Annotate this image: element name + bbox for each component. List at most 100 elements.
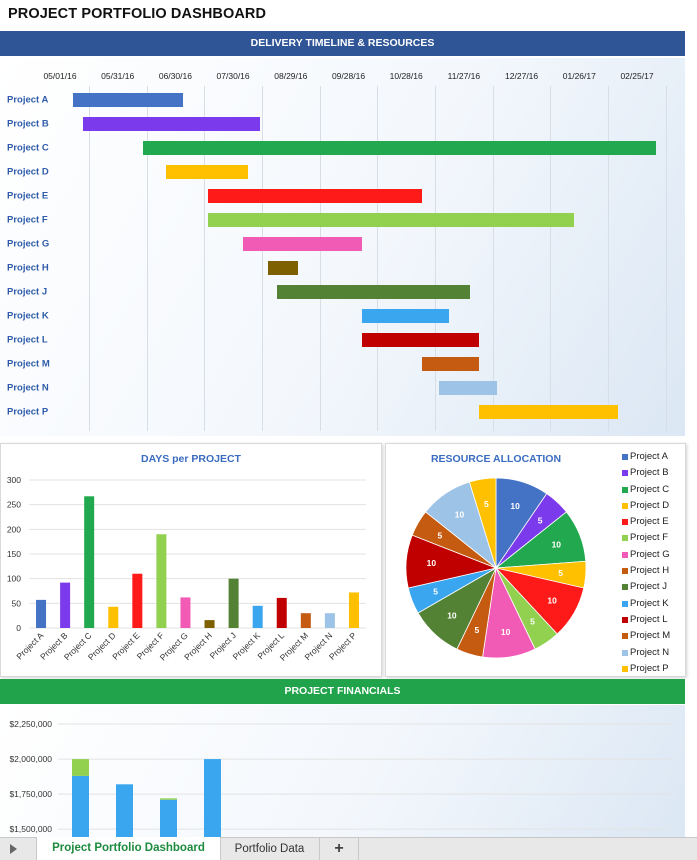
legend-swatch (622, 649, 628, 656)
days-y-tick: 250 (7, 500, 21, 510)
gantt-bar-project-a[interactable] (73, 93, 184, 107)
legend-swatch (622, 454, 628, 460)
days-bar-project-e[interactable] (132, 573, 143, 628)
gantt-row-label: Project A (7, 94, 49, 106)
days-y-tick: 100 (7, 574, 21, 584)
fin-bar-segment[interactable] (204, 759, 221, 839)
pie-slice-label: 10 (447, 611, 457, 621)
days-bar-project-l[interactable] (276, 597, 287, 628)
days-chart-title: DAYS per PROJECT (141, 453, 241, 465)
pie-slice-label: 5 (538, 515, 543, 525)
days-bar-project-b[interactable] (60, 582, 71, 628)
page-title: PROJECT PORTFOLIO DASHBOARD (8, 6, 267, 22)
legend-label: Project L (630, 613, 668, 625)
gantt-date-label: 08/29/16 (274, 71, 308, 81)
gantt-bar-project-c[interactable] (142, 141, 657, 155)
legend-label: Project C (630, 483, 670, 495)
legend-label: Project N (630, 646, 670, 658)
gantt-row-label: Project L (7, 334, 48, 346)
gantt-bar-project-l[interactable] (361, 333, 480, 347)
gantt-date-label: 09/28/16 (331, 71, 366, 81)
resource-allocation-chart: RESOURCE ALLOCATION 10 5 10 5 10 5 10 5 10 5 10 5 10… (385, 443, 686, 677)
pie-slice-project-p[interactable] (468, 477, 497, 569)
days-y-tick: 150 (7, 549, 21, 559)
gantt-bar-project-b[interactable] (83, 117, 261, 131)
days-bar-project-d[interactable] (108, 606, 119, 628)
legend-label: Project E (630, 516, 669, 528)
gantt-bar-project-e[interactable] (208, 189, 422, 203)
gantt-bar-project-k[interactable] (361, 309, 449, 323)
gantt-bar-project-p[interactable] (479, 405, 618, 419)
tab-project-portfolio-dashboard[interactable]: Project Portfolio Dashboard (36, 837, 221, 860)
gantt-row-label: Project C (7, 142, 49, 154)
days-bar-project-p[interactable] (348, 592, 359, 628)
gantt-date-label: 01/26/17 (562, 71, 596, 81)
fin-bar-segment[interactable] (116, 784, 133, 839)
gantt-row-label: Project K (7, 310, 49, 322)
days-bar-project-n[interactable] (324, 613, 335, 628)
legend-label: Project K (630, 597, 669, 609)
pie-slice-label: 5 (475, 625, 480, 635)
gantt-gridline (146, 86, 148, 431)
gantt-gridline (608, 86, 610, 431)
gantt-bar-project-j[interactable] (277, 285, 470, 299)
days-bar-project-j[interactable] (228, 578, 239, 628)
legend-swatch (622, 535, 628, 542)
days-y-tick: 200 (7, 524, 21, 534)
legend-swatch (622, 584, 628, 591)
pie-slice-label: 10 (552, 539, 562, 549)
gantt-bar-project-f[interactable] (208, 213, 574, 227)
tab-portfolio-data[interactable]: Portfolio Data (220, 838, 320, 860)
sheet-tab-bar: Project Portfolio Dashboard Portfolio Da… (0, 837, 697, 860)
pie-slice-label: 10 (501, 627, 511, 637)
fin-y-tick: $2,000,000 (9, 754, 52, 764)
gantt-date-label: 11/27/16 (447, 71, 481, 81)
gantt-bar-project-m[interactable] (421, 357, 480, 371)
pie-slice-label: 5 (438, 531, 443, 541)
gantt-date-label: 10/28/16 (389, 71, 423, 81)
fin-bar-segment[interactable] (72, 775, 89, 839)
gantt-row-label: Project B (7, 118, 49, 130)
financials-chart-svg: $2,250,000 $2,000,000 $1,750,000 $1,500,000 (9, 719, 670, 839)
days-bar-project-c[interactable] (84, 496, 95, 628)
days-bar-project-f[interactable] (156, 534, 167, 628)
pie-slice-label: 10 (547, 595, 557, 605)
gantt-row-label: Project M (7, 358, 50, 370)
days-per-project-chart: DAYS per PROJECT 0 50 100 150 200 250 300 Proje… (0, 443, 382, 677)
fin-bar-segment[interactable] (72, 759, 89, 776)
gantt-date-label: 02/25/17 (620, 71, 654, 81)
gantt-bar-project-n[interactable] (438, 381, 497, 395)
gantt-chart: 05/01/16 05/31/16 06/30/16 07/30/16 08/29/16… (0, 58, 685, 436)
days-bar-project-g[interactable] (180, 597, 191, 628)
days-bar-project-a[interactable] (36, 599, 47, 628)
legend-swatch (622, 519, 628, 526)
legend-swatch (622, 633, 628, 640)
pie-slice-label: 5 (484, 499, 489, 509)
gantt-row-label: Project G (7, 238, 50, 250)
legend-label: Project M (630, 630, 671, 642)
gantt-bar-project-d[interactable] (165, 165, 249, 179)
gantt-gridline (377, 86, 379, 431)
pie-slice-label: 5 (530, 617, 535, 627)
days-bar-project-m[interactable] (300, 613, 311, 628)
gantt-row-label: Project N (7, 382, 49, 394)
legend-label: Project B (630, 467, 669, 479)
fin-y-tick: $1,750,000 (9, 789, 52, 799)
days-bar-project-k[interactable] (252, 605, 263, 628)
legend-label: Project F (630, 532, 669, 544)
scroll-tabs-arrow-icon[interactable] (10, 844, 17, 854)
gantt-bar-project-g[interactable] (242, 237, 362, 251)
fin-bar-segment[interactable] (160, 798, 177, 800)
add-sheet-button[interactable]: + (320, 838, 359, 860)
pie-chart-title: RESOURCE ALLOCATION (430, 453, 562, 465)
gantt-gridline (261, 86, 263, 431)
pie-slice-label: 10 (510, 501, 520, 511)
legend-label: Project P (630, 662, 669, 674)
fin-bar-segment[interactable] (160, 799, 177, 839)
pie-slice-label: 10 (427, 558, 437, 568)
days-bar-project-h[interactable] (204, 620, 215, 628)
gantt-bar-project-h[interactable] (267, 261, 299, 275)
pie-slice-label: 5 (433, 587, 438, 597)
gantt-date-label: 06/30/16 (158, 71, 192, 81)
days-y-tick: 50 (12, 598, 22, 608)
